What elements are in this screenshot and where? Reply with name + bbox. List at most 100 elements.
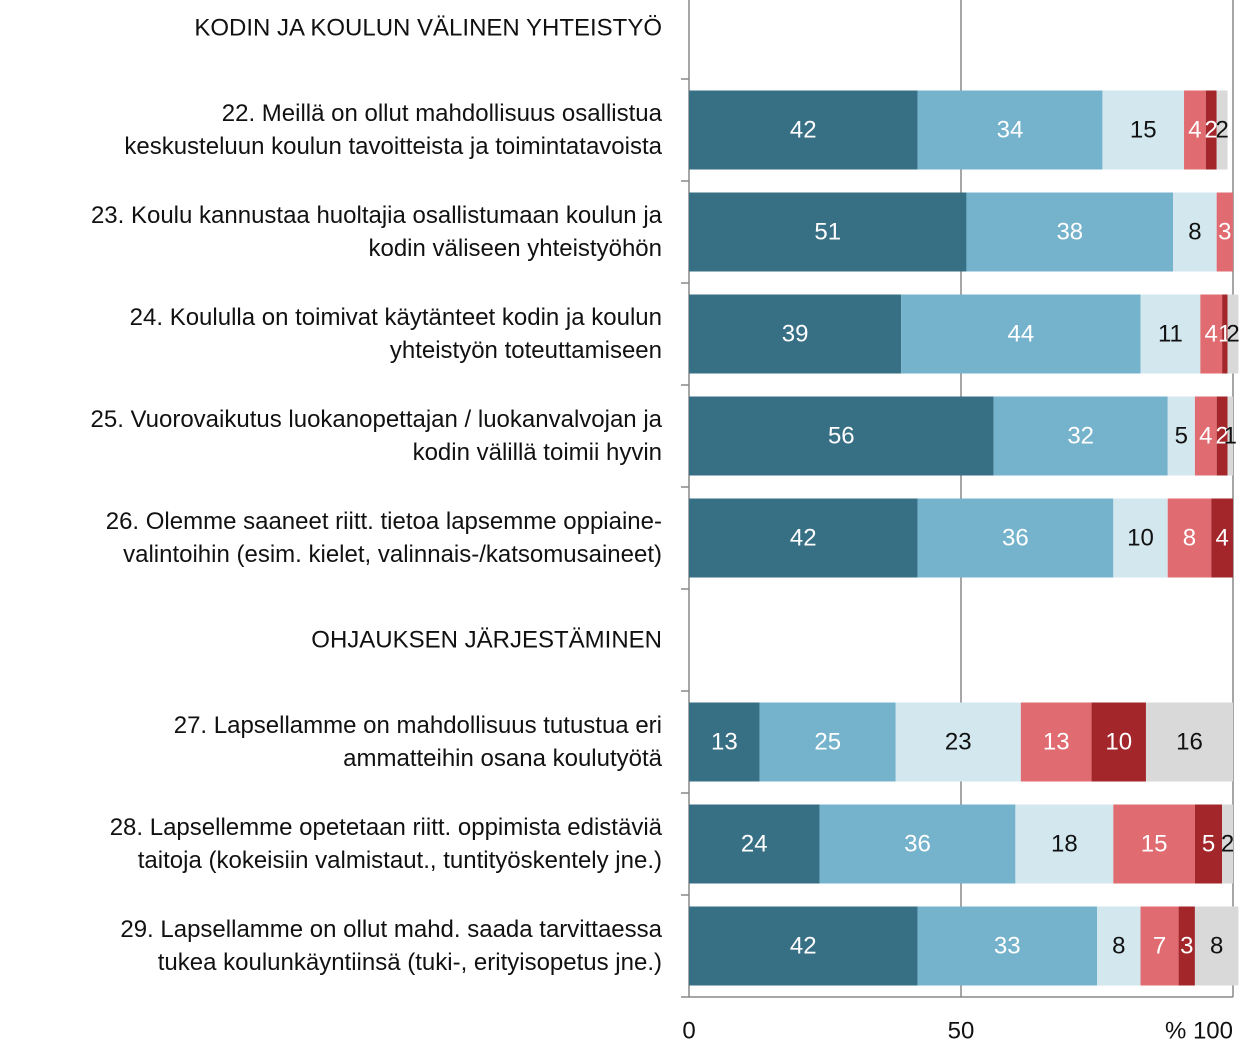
bar-segment: [689, 906, 918, 986]
bar-segment: [1227, 396, 1233, 476]
value-label: 13: [1043, 728, 1070, 755]
value-label: 8: [1188, 218, 1201, 245]
value-label: 18: [1051, 830, 1078, 857]
value-label: 3: [1218, 218, 1231, 245]
bar-segment: [901, 294, 1141, 374]
value-label: 2: [1215, 422, 1228, 449]
bar-segment: [1140, 906, 1179, 986]
category-label: 22. Meillä on ollut mahdollisuus osallis…: [124, 100, 662, 160]
x-tick-label: % 100: [1165, 1017, 1233, 1044]
value-label: 39: [782, 320, 809, 347]
value-label: 42: [790, 116, 817, 143]
bar-segment: [1216, 396, 1228, 476]
bar-segment: [689, 396, 994, 476]
bar-segment: [993, 396, 1168, 476]
bar-segment: [1140, 294, 1201, 374]
bar-segment: [759, 702, 896, 782]
bar-segment: [1211, 498, 1233, 578]
x-tick-label: 0: [682, 1017, 695, 1044]
value-label: 44: [1007, 320, 1034, 347]
value-label: 15: [1130, 116, 1157, 143]
bar-segment: [966, 192, 1174, 272]
bar-segment: [1205, 90, 1217, 170]
value-label: 23: [945, 728, 972, 755]
value-label: 24: [741, 830, 768, 857]
bar-segment: [1145, 702, 1233, 782]
bar-segment: [1113, 498, 1168, 578]
bar-segment: [1167, 396, 1195, 476]
bar-segment: [1222, 294, 1228, 374]
category-label: 24. Koululla on toimivat käytänteet kodi…: [129, 304, 662, 364]
value-label: 38: [1056, 218, 1083, 245]
bar-segment: [689, 804, 820, 884]
bar-segment: [689, 90, 918, 170]
value-label: 10: [1105, 728, 1132, 755]
bar-segment: [689, 498, 918, 578]
bar-segment: [1167, 498, 1212, 578]
bar-segment: [917, 90, 1103, 170]
x-tick-label: 50: [948, 1017, 975, 1044]
bar-segment: [917, 498, 1114, 578]
value-label: 36: [1002, 524, 1029, 551]
value-label: 13: [711, 728, 738, 755]
category-label: KODIN JA KOULUN VÄLINEN YHTEISTYÖ: [194, 14, 662, 42]
bar-segment: [1227, 294, 1239, 374]
bar-segment: [1091, 702, 1146, 782]
value-label: 36: [904, 830, 931, 857]
category-label: OHJAUKSEN JÄRJESTÄMINEN: [311, 626, 662, 654]
category-label: 23. Koulu kannustaa huoltajia osallistum…: [90, 202, 662, 262]
value-label: 2: [1205, 116, 1218, 143]
category-label: 27. Lapsellamme on mahdollisuus tutustua…: [173, 712, 662, 772]
value-label: 2: [1226, 320, 1239, 347]
bar-segment: [1102, 90, 1185, 170]
value-label: 2: [1221, 830, 1234, 857]
value-label: 4: [1205, 320, 1218, 347]
value-label: 4: [1199, 422, 1212, 449]
value-label: 8: [1210, 932, 1223, 959]
bar-segment: [1194, 804, 1223, 884]
value-label: 15: [1141, 830, 1168, 857]
value-label: 5: [1175, 422, 1188, 449]
bar-segment: [1020, 702, 1092, 782]
bar-segment: [689, 702, 760, 782]
bar-segment: [1194, 906, 1239, 986]
value-label: 56: [828, 422, 855, 449]
category-label: 26. Olemme saaneet riitt. tietoa lapsemm…: [105, 508, 662, 568]
value-label: 10: [1127, 524, 1154, 551]
bar-segment: [689, 192, 967, 272]
bar-segment: [1194, 396, 1217, 476]
value-label: 42: [790, 524, 817, 551]
value-label: 33: [994, 932, 1021, 959]
value-label: 1: [1224, 422, 1237, 449]
value-label: 34: [997, 116, 1024, 143]
category-label: 25. Vuorovaikutus luokanopettajan / luok…: [90, 406, 663, 466]
bar-segment: [1184, 90, 1206, 170]
bar-segment: [689, 294, 902, 374]
bar-segment: [1200, 294, 1223, 374]
value-label: 11: [1158, 320, 1183, 347]
bar-segment: [1216, 90, 1228, 170]
bar-segment: [1173, 192, 1217, 272]
bar-segment: [819, 804, 1016, 884]
bar-segment: [1097, 906, 1141, 986]
value-label: 51: [814, 218, 841, 245]
value-label: 4: [1215, 524, 1228, 551]
category-label: 29. Lapsellamme on ollut mahd. saada tar…: [120, 916, 662, 976]
bar-segment: [917, 906, 1097, 986]
bar-segment: [1216, 192, 1233, 272]
value-label: 32: [1067, 422, 1094, 449]
value-label: 8: [1112, 932, 1125, 959]
value-label: 3: [1180, 932, 1193, 959]
bar-segment: [1178, 906, 1195, 986]
bar-segment: [1222, 804, 1233, 884]
value-label: 4: [1188, 116, 1201, 143]
value-label: 42: [790, 932, 817, 959]
bar-segment: [895, 702, 1021, 782]
value-label: 25: [814, 728, 841, 755]
value-label: 7: [1153, 932, 1166, 959]
value-label: 8: [1183, 524, 1196, 551]
bar-segment: [1113, 804, 1195, 884]
bar-segment: [1015, 804, 1114, 884]
